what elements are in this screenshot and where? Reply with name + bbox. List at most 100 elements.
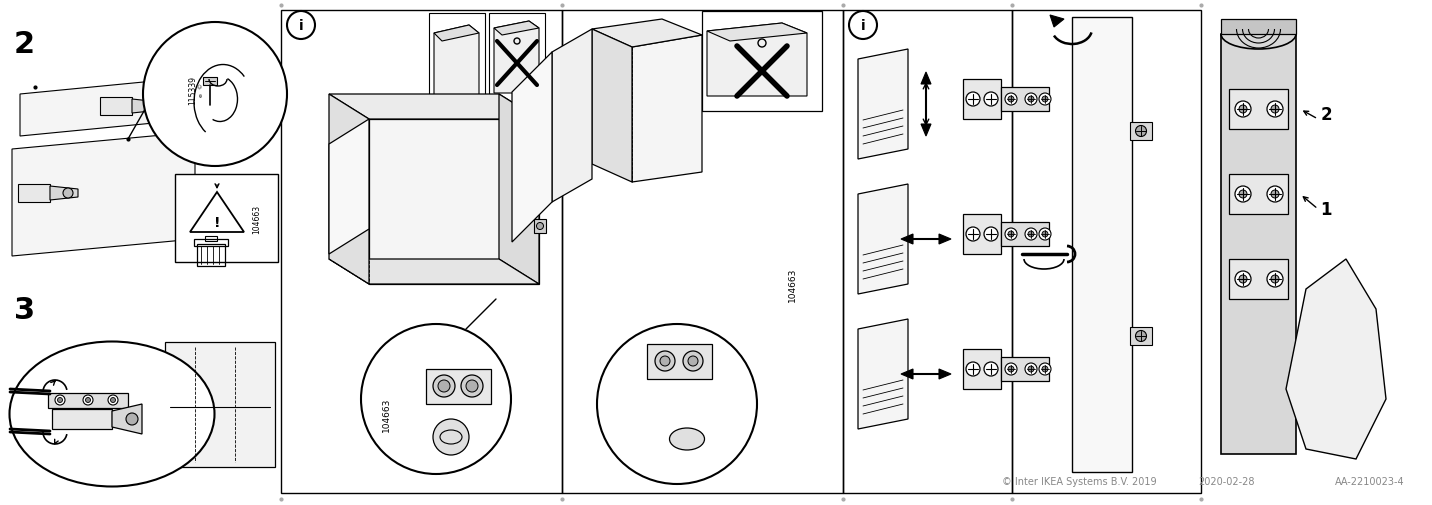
Text: !: ! bbox=[213, 216, 221, 230]
Text: 2: 2 bbox=[14, 30, 36, 59]
Bar bbox=[1001, 88, 1050, 112]
Circle shape bbox=[1042, 366, 1048, 372]
Circle shape bbox=[1239, 106, 1247, 114]
Circle shape bbox=[465, 380, 478, 392]
Polygon shape bbox=[551, 30, 591, 203]
Circle shape bbox=[63, 189, 73, 198]
Bar bbox=[425, 369, 491, 404]
Circle shape bbox=[1267, 272, 1283, 287]
Bar bbox=[1221, 35, 1296, 454]
Bar bbox=[430, 14, 485, 114]
Circle shape bbox=[1136, 126, 1147, 137]
Polygon shape bbox=[901, 234, 914, 244]
Text: AA-2210023-4: AA-2210023-4 bbox=[1335, 476, 1405, 486]
Circle shape bbox=[126, 413, 137, 425]
Circle shape bbox=[1008, 231, 1014, 237]
Circle shape bbox=[967, 228, 979, 241]
Circle shape bbox=[687, 357, 697, 366]
Ellipse shape bbox=[10, 342, 215, 486]
Text: 2: 2 bbox=[1320, 106, 1332, 124]
Circle shape bbox=[432, 375, 455, 397]
Circle shape bbox=[1267, 187, 1283, 203]
Text: 115339: 115339 bbox=[189, 75, 198, 105]
Circle shape bbox=[683, 351, 703, 371]
Bar bbox=[281, 11, 561, 493]
Circle shape bbox=[86, 398, 90, 402]
Circle shape bbox=[849, 12, 876, 40]
Polygon shape bbox=[513, 53, 551, 242]
Bar bbox=[1229, 90, 1287, 130]
Circle shape bbox=[1042, 231, 1048, 237]
Polygon shape bbox=[1286, 260, 1386, 459]
Polygon shape bbox=[494, 22, 538, 36]
Polygon shape bbox=[921, 73, 931, 85]
Text: 104663: 104663 bbox=[381, 397, 391, 431]
Polygon shape bbox=[329, 95, 538, 120]
Bar bbox=[49, 393, 127, 408]
Polygon shape bbox=[632, 36, 702, 183]
Circle shape bbox=[1025, 94, 1037, 106]
Circle shape bbox=[1042, 97, 1048, 103]
Circle shape bbox=[1272, 106, 1279, 114]
Bar bbox=[1130, 123, 1151, 141]
Polygon shape bbox=[11, 133, 195, 257]
Bar bbox=[843, 11, 1012, 493]
Circle shape bbox=[1025, 229, 1037, 240]
Circle shape bbox=[361, 324, 511, 474]
Bar bbox=[203, 78, 218, 86]
Bar bbox=[488, 14, 546, 114]
Polygon shape bbox=[901, 369, 914, 379]
Circle shape bbox=[107, 395, 117, 405]
Bar bbox=[962, 215, 1001, 255]
Bar bbox=[534, 220, 546, 233]
Circle shape bbox=[1028, 97, 1034, 103]
Circle shape bbox=[597, 324, 758, 484]
Polygon shape bbox=[498, 95, 538, 284]
Bar bbox=[561, 11, 843, 493]
Bar bbox=[193, 239, 228, 246]
Polygon shape bbox=[858, 185, 908, 294]
Circle shape bbox=[1272, 190, 1279, 198]
Circle shape bbox=[1234, 102, 1252, 118]
Polygon shape bbox=[329, 260, 538, 284]
Circle shape bbox=[1267, 102, 1283, 118]
Polygon shape bbox=[591, 30, 632, 183]
Polygon shape bbox=[939, 234, 951, 244]
Circle shape bbox=[1272, 275, 1279, 283]
Text: i: i bbox=[299, 19, 304, 33]
Circle shape bbox=[438, 380, 450, 392]
Bar bbox=[19, 185, 50, 203]
Polygon shape bbox=[112, 404, 142, 434]
Circle shape bbox=[1008, 97, 1014, 103]
Polygon shape bbox=[434, 26, 478, 42]
Text: i: i bbox=[861, 19, 865, 33]
Circle shape bbox=[461, 375, 483, 397]
Bar bbox=[100, 98, 132, 116]
Circle shape bbox=[1234, 272, 1252, 287]
Bar bbox=[702, 12, 822, 112]
Circle shape bbox=[1005, 363, 1017, 375]
Polygon shape bbox=[591, 20, 702, 48]
Polygon shape bbox=[50, 187, 77, 200]
Ellipse shape bbox=[670, 428, 705, 450]
Circle shape bbox=[1239, 190, 1247, 198]
Bar bbox=[1229, 260, 1287, 299]
Circle shape bbox=[145, 102, 155, 112]
Circle shape bbox=[143, 23, 286, 167]
Polygon shape bbox=[921, 125, 931, 137]
Circle shape bbox=[984, 362, 998, 376]
Bar bbox=[1221, 20, 1296, 35]
Circle shape bbox=[286, 12, 315, 40]
Circle shape bbox=[967, 93, 979, 107]
Polygon shape bbox=[707, 24, 808, 42]
Circle shape bbox=[110, 398, 116, 402]
Text: 1: 1 bbox=[1320, 200, 1332, 219]
Polygon shape bbox=[939, 369, 951, 379]
Bar bbox=[962, 349, 1001, 389]
Circle shape bbox=[432, 419, 470, 455]
Polygon shape bbox=[369, 120, 538, 284]
Polygon shape bbox=[165, 342, 275, 467]
Circle shape bbox=[1028, 231, 1034, 237]
Circle shape bbox=[1040, 229, 1051, 240]
Bar bbox=[52, 409, 112, 429]
